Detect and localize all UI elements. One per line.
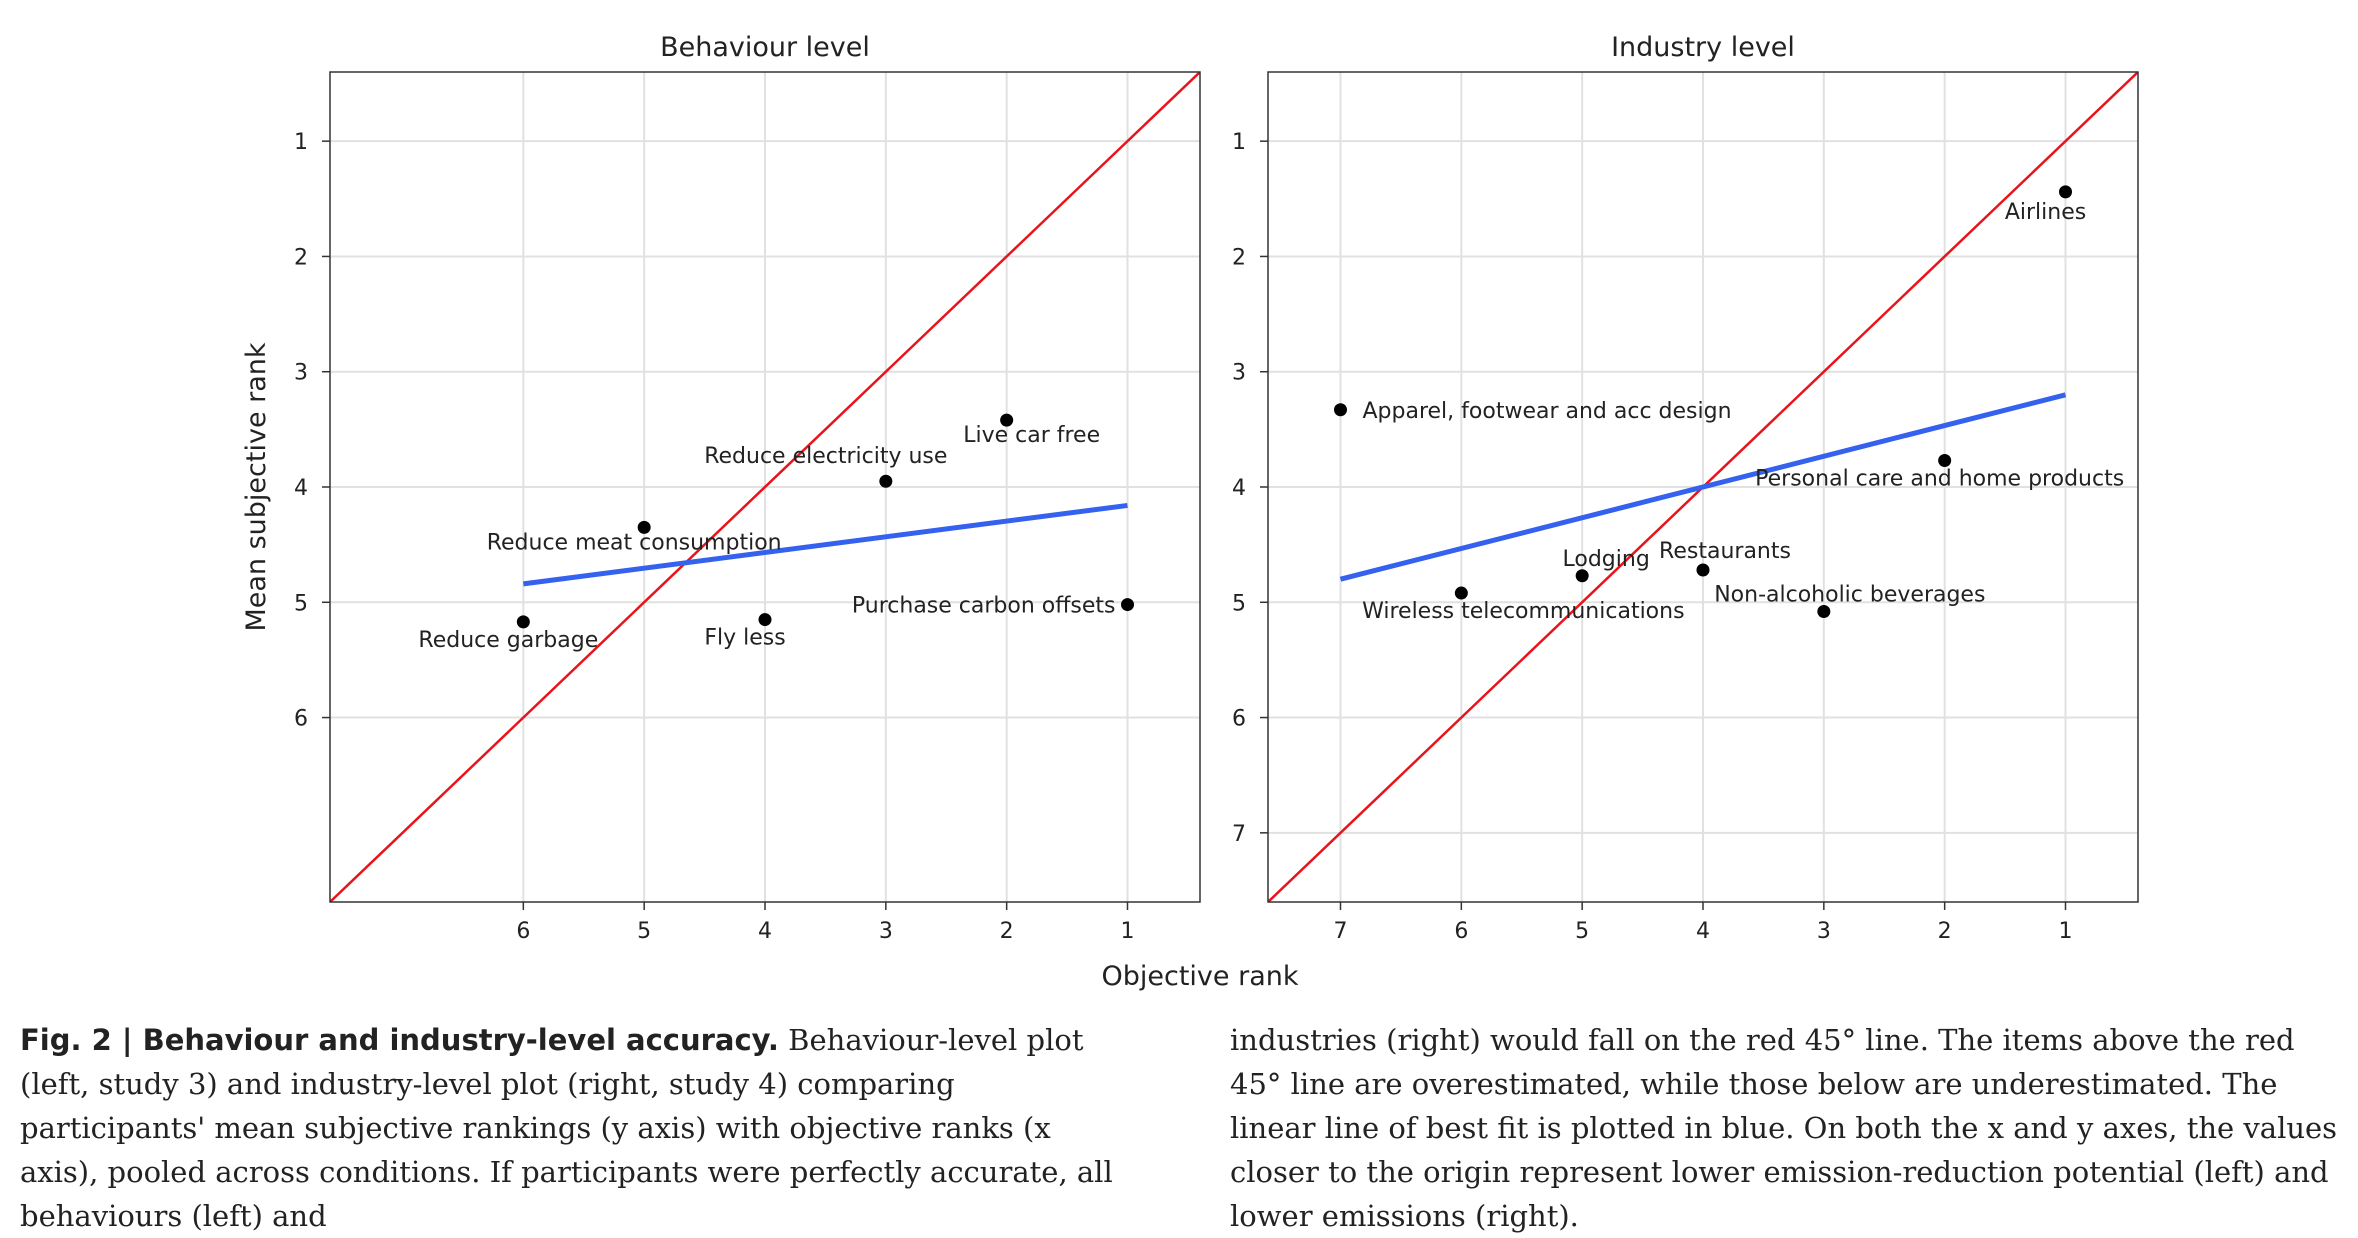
caption-left: Fig. 2 | Behaviour and industry-level ac… bbox=[20, 1018, 1130, 1233]
x-tick-label: 6 bbox=[1454, 919, 1468, 944]
x-tick-label: 4 bbox=[758, 919, 772, 944]
x-tick-label: 2 bbox=[1000, 919, 1014, 944]
x-tick-label: 7 bbox=[1334, 919, 1348, 944]
point-label: Non-alcoholic beverages bbox=[1714, 583, 1985, 608]
data-point bbox=[1938, 453, 1952, 467]
caption-text-left: Behaviour-level plot (left, study 3) and… bbox=[20, 1023, 1113, 1233]
y-tick-label: 6 bbox=[1232, 707, 1246, 732]
y-tick-label: 1 bbox=[294, 130, 308, 155]
x-tick-label: 1 bbox=[1121, 919, 1135, 944]
x-tick-label: 2 bbox=[1938, 919, 1952, 944]
data-point bbox=[516, 615, 530, 629]
chart-svg: 6 5 4 3 2 1 1 2 3 4 5 6 Behaviour level Reduce garbag… bbox=[241, 32, 2139, 992]
caption-right: industries (right) would fall on the red… bbox=[1230, 1018, 2340, 1233]
data-point bbox=[1334, 403, 1347, 417]
x-tick-label: 5 bbox=[637, 919, 651, 944]
x-tick-label: 6 bbox=[516, 919, 530, 944]
x-axis-label: Objective rank bbox=[1101, 961, 1298, 992]
point-label: Reduce garbage bbox=[418, 628, 598, 653]
point-label: Fly less bbox=[704, 626, 785, 651]
data-point bbox=[1121, 598, 1134, 612]
y-tick-label: 5 bbox=[1232, 591, 1246, 616]
y-tick-label: 5 bbox=[294, 591, 308, 616]
point-label: Wireless telecommunications bbox=[1362, 599, 1684, 624]
data-point bbox=[1696, 563, 1710, 577]
figure: 6 5 4 3 2 1 1 2 3 4 5 6 Behaviour level Reduce garbag… bbox=[241, 32, 2139, 992]
figure-caption: Fig. 2 | Behaviour and industry-level ac… bbox=[20, 1018, 2340, 1233]
y-tick-label: 6 bbox=[294, 707, 308, 732]
y-tick-label: 4 bbox=[294, 476, 308, 501]
x-tick-label: 3 bbox=[1817, 919, 1831, 944]
data-point bbox=[758, 613, 772, 627]
data-point bbox=[1454, 586, 1468, 600]
fit-line bbox=[523, 502, 1128, 587]
data-point bbox=[1000, 413, 1014, 427]
data-point bbox=[1817, 605, 1831, 618]
point-label: Personal care and home products bbox=[1755, 466, 2124, 491]
caption-text-right: industries (right) would fall on the red… bbox=[1230, 1023, 2338, 1233]
point-label: Reduce meat consumption bbox=[487, 530, 782, 555]
data-point bbox=[879, 474, 893, 488]
x-tick-label: 4 bbox=[1696, 919, 1710, 944]
trend-lines bbox=[1268, 72, 2138, 902]
chart-panel-1: 6 5 4 3 2 1 1 2 3 4 5 6 Behaviour level Reduce garbag… bbox=[294, 32, 1201, 944]
point-label: Apparel, footwear and acc design bbox=[1363, 399, 1732, 424]
y-tick-label: 1 bbox=[1232, 130, 1246, 155]
x-tick-label: 5 bbox=[1575, 919, 1589, 944]
fit-line bbox=[1339, 392, 2067, 582]
point-label: Lodging bbox=[1563, 547, 1650, 572]
point-label: Restaurants bbox=[1659, 539, 1791, 564]
point-label: Reduce electricity use bbox=[704, 444, 947, 469]
data-point bbox=[637, 520, 651, 534]
y-axis-label: Mean subjective rank bbox=[241, 342, 272, 631]
data-point bbox=[1575, 569, 1589, 583]
y-tick-label: 3 bbox=[294, 361, 308, 386]
y-tick-label: 2 bbox=[1232, 245, 1246, 270]
reference-45-line bbox=[330, 72, 1200, 902]
trend-lines bbox=[330, 72, 1200, 902]
caption-fig-label: Fig. 2 | Behaviour and industry-level ac… bbox=[20, 1023, 779, 1057]
y-tick-label: 7 bbox=[1232, 822, 1246, 847]
data-point bbox=[2059, 185, 2072, 199]
y-tick-label: 2 bbox=[294, 245, 308, 270]
point-label: Live car free bbox=[963, 423, 1100, 448]
x-tick-label: 3 bbox=[879, 919, 893, 944]
y-tick-label: 3 bbox=[1232, 361, 1246, 386]
panel-title: Behaviour level bbox=[660, 32, 870, 63]
y-tick-label: 4 bbox=[1232, 476, 1246, 501]
x-tick-label: 1 bbox=[2059, 919, 2073, 944]
chart-panel-2: 7 6 5 4 3 2 1 1 2 3 4 5 6 7 Industry level Apparel, foo… bbox=[1232, 32, 2139, 944]
panel-title: Industry level bbox=[1611, 32, 1795, 63]
point-label: Purchase carbon offsets bbox=[852, 594, 1116, 619]
point-label: Airlines bbox=[2005, 200, 2086, 225]
